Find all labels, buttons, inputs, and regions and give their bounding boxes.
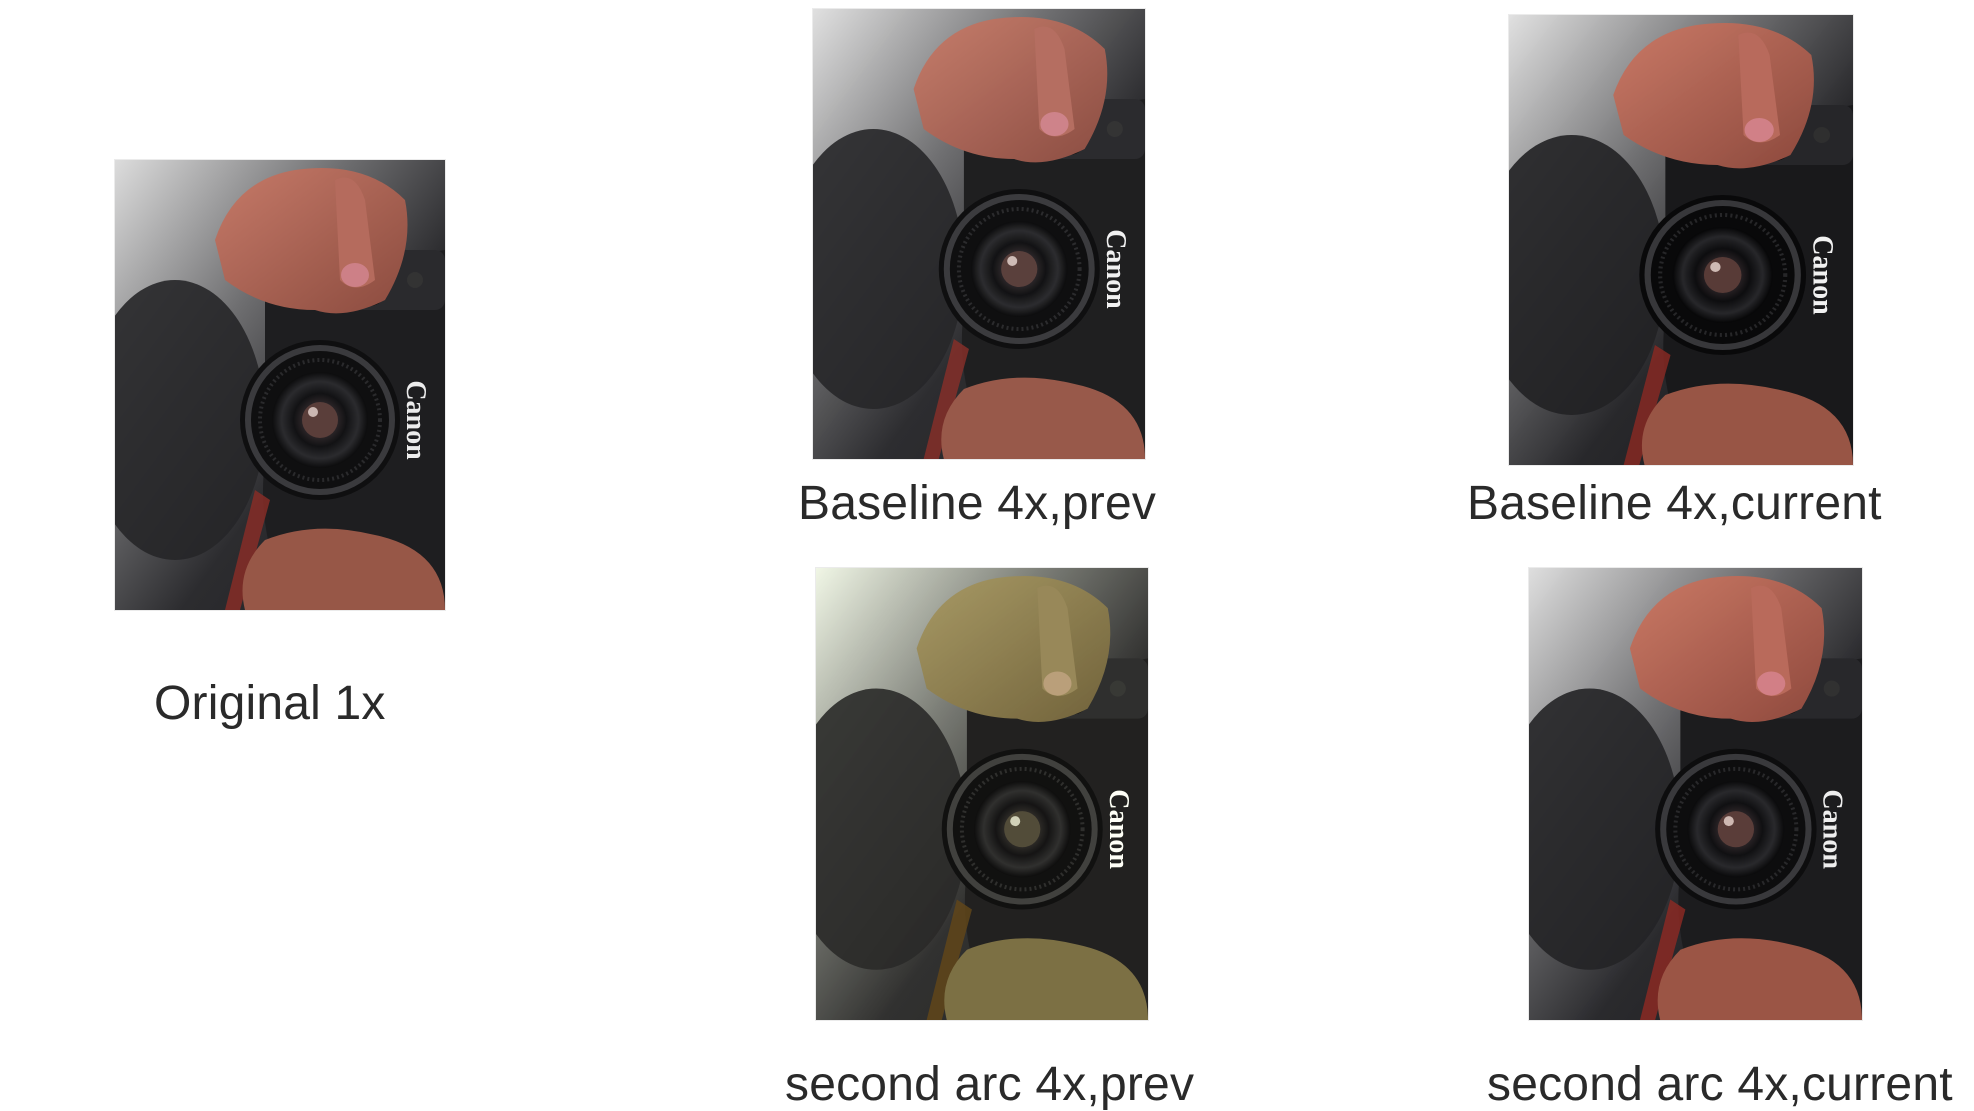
baseline-4x-prev-image [813,9,1145,459]
baseline-4x-current-image [1509,15,1853,465]
camera-photo-baseline-prev [813,9,1145,459]
second-arc-4x-current-image [1529,568,1862,1020]
camera-photo-original [115,160,445,610]
caption-original-1x: Original 1x [154,677,386,730]
caption-second-arc-4x-current: second arc 4x,current [1487,1058,1953,1111]
original-1x-image [115,160,445,610]
caption-baseline-4x-current: Baseline 4x,current [1467,477,1882,530]
camera-photo-baseline-current [1509,15,1853,465]
camera-photo-second-arc-current [1529,568,1862,1020]
caption-baseline-4x-prev: Baseline 4x,prev [798,477,1157,530]
second-arc-4x-prev-image [816,568,1148,1020]
caption-second-arc-4x-prev: second arc 4x,prev [785,1058,1195,1111]
camera-photo-second-arc-prev [816,568,1148,1020]
